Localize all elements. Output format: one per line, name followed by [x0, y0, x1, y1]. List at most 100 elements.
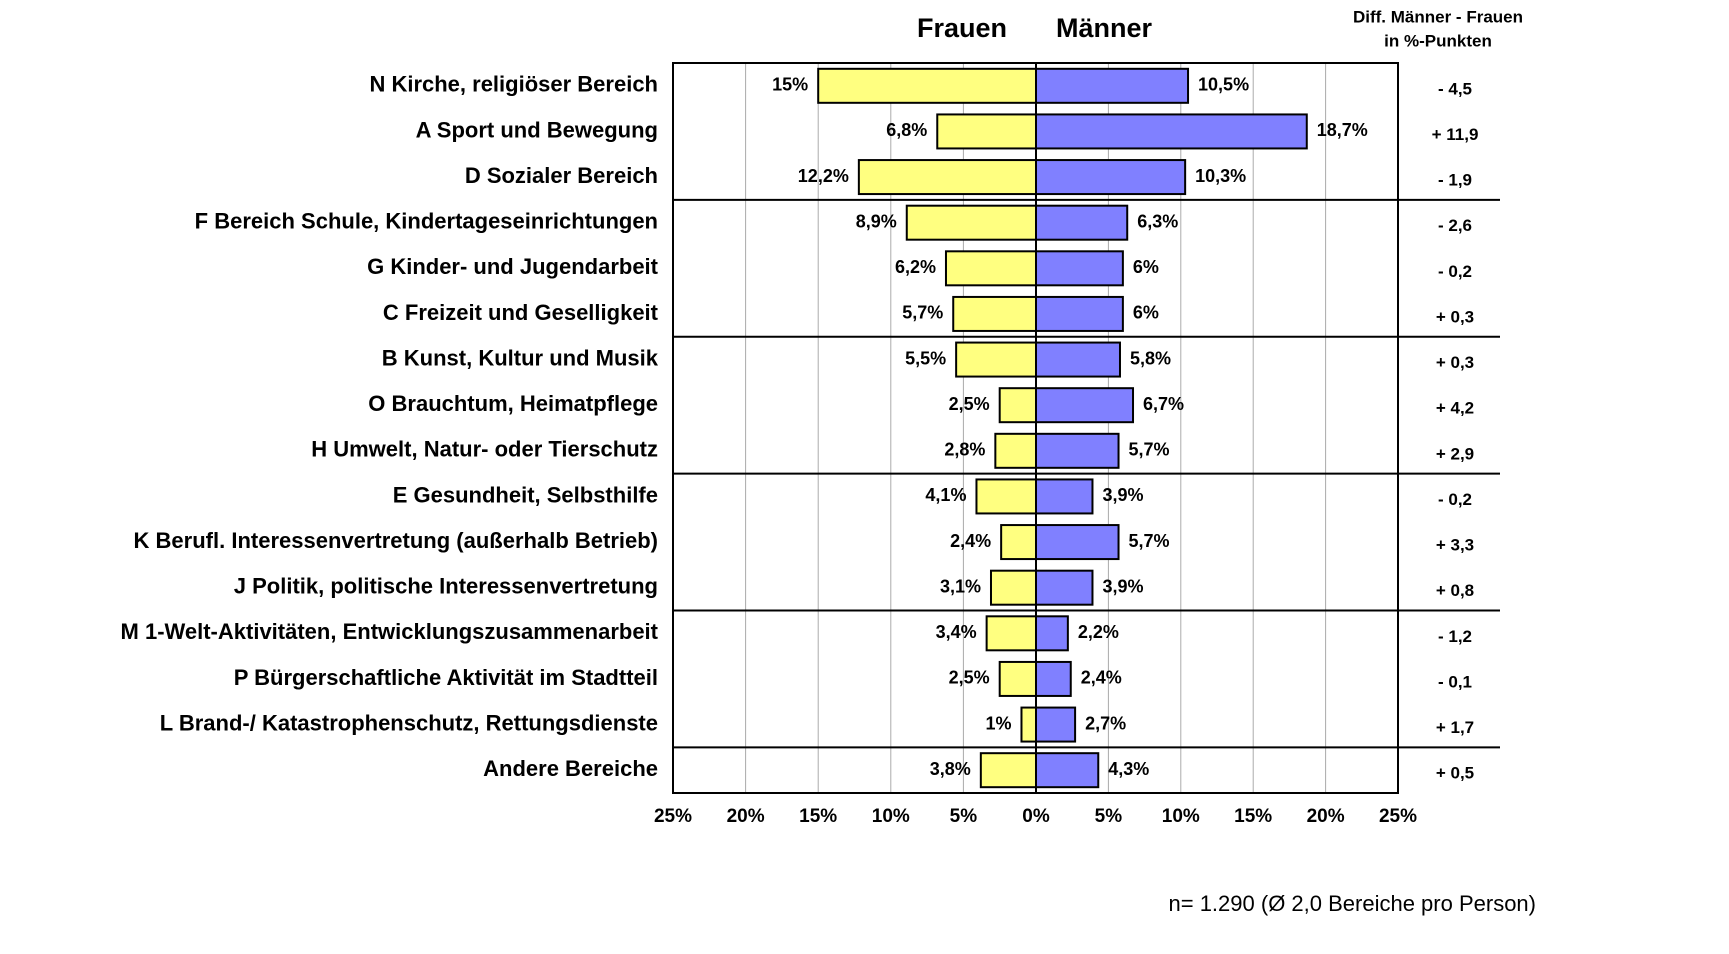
- difference-label: - 1,9: [1438, 171, 1472, 190]
- bar: [994, 432, 1037, 469]
- bar: [1035, 387, 1135, 424]
- data-label: 2,2%: [1078, 622, 1119, 642]
- data-label: 5,7%: [1129, 531, 1170, 551]
- category-label: B Kunst, Kultur und Musik: [382, 345, 659, 370]
- data-label: 2,8%: [944, 440, 985, 460]
- bar: [975, 478, 1038, 515]
- category-label: C Freizeit und Geselligkeit: [383, 300, 659, 325]
- difference-label: + 0,8: [1436, 581, 1474, 600]
- bar: [1035, 295, 1124, 332]
- category-label: Andere Bereiche: [483, 756, 658, 781]
- data-label: 5,5%: [905, 348, 946, 368]
- bar: [1035, 615, 1069, 652]
- x-tick-label: 0%: [1022, 806, 1050, 827]
- diff-header: Diff. Männer - Frauen: [1353, 7, 1523, 26]
- difference-label: - 2,6: [1438, 216, 1472, 235]
- category-label: O Brauchtum, Heimatpflege: [368, 391, 658, 416]
- difference-label: + 4,2: [1436, 399, 1474, 418]
- category-label: J Politik, politische Interessenvertretu…: [234, 574, 658, 599]
- category-label: K Berufl. Interessenvertretung (außerhal…: [134, 528, 658, 553]
- data-label: 3,1%: [940, 576, 981, 596]
- x-tick-label: 15%: [799, 806, 837, 827]
- data-label: 1%: [985, 713, 1011, 733]
- bar: [985, 615, 1038, 652]
- data-label: 6,3%: [1137, 211, 1178, 231]
- data-label: 5,7%: [1129, 440, 1170, 460]
- diff-header: in %-Punkten: [1384, 31, 1492, 50]
- legend-label: Frauen: [917, 13, 1007, 43]
- bar: [998, 387, 1038, 424]
- difference-label: + 3,3: [1436, 536, 1474, 555]
- data-label: 3,4%: [936, 622, 977, 642]
- x-tick-label: 15%: [1234, 806, 1272, 827]
- bar: [1035, 706, 1077, 743]
- bar: [936, 113, 1037, 150]
- bar: [1035, 250, 1124, 287]
- difference-label: + 11,9: [1432, 125, 1479, 144]
- bar: [1035, 752, 1100, 789]
- difference-label: - 0,1: [1438, 672, 1472, 691]
- x-tick-label: 5%: [1095, 806, 1123, 827]
- category-label: M 1-Welt-Aktivitäten, Entwicklungszusamm…: [121, 619, 659, 644]
- x-tick-label: 10%: [872, 806, 910, 827]
- data-label: 4,1%: [925, 485, 966, 505]
- category-label: H Umwelt, Natur- oder Tierschutz: [311, 437, 658, 462]
- bar: [1035, 341, 1121, 378]
- difference-label: + 1,7: [1436, 718, 1474, 737]
- category-label: E Gesundheit, Selbsthilfe: [393, 482, 658, 507]
- note: n= 1.290 (Ø 2,0 Bereiche pro Person): [1169, 891, 1537, 916]
- data-label: 2,5%: [949, 668, 990, 688]
- legend-label: Männer: [1056, 13, 1153, 43]
- x-tick-label: 20%: [1307, 806, 1345, 827]
- data-label: 4,3%: [1108, 759, 1149, 779]
- bar: [1035, 569, 1094, 606]
- bar: [1035, 432, 1120, 469]
- data-label: 12,2%: [798, 166, 849, 186]
- bar: [905, 204, 1037, 241]
- category-label: D Sozialer Bereich: [465, 163, 658, 188]
- difference-label: + 0,3: [1436, 307, 1474, 326]
- data-label: 8,9%: [856, 211, 897, 231]
- data-label: 3,9%: [1102, 576, 1143, 596]
- bar: [857, 159, 1038, 196]
- data-label: 2,5%: [949, 394, 990, 414]
- data-label: 10,3%: [1195, 166, 1246, 186]
- difference-label: - 4,5: [1438, 79, 1472, 98]
- bar: [817, 67, 1038, 104]
- x-tick-label: 10%: [1162, 806, 1200, 827]
- category-label: G Kinder- und Jugendarbeit: [367, 254, 659, 279]
- data-label: 5,7%: [902, 303, 943, 323]
- bar: [952, 295, 1038, 332]
- bar: [979, 752, 1037, 789]
- data-label: 10,5%: [1198, 75, 1249, 95]
- category-label: N Kirche, religiöser Bereich: [369, 72, 658, 97]
- bar: [1035, 524, 1120, 561]
- category-label: A Sport und Bewegung: [416, 117, 658, 142]
- data-label: 6%: [1133, 257, 1159, 277]
- difference-label: + 2,9: [1436, 444, 1474, 463]
- x-tick-label: 5%: [950, 806, 978, 827]
- data-label: 6,8%: [886, 120, 927, 140]
- data-label: 6,7%: [1143, 394, 1184, 414]
- bar: [944, 250, 1038, 287]
- bar: [1035, 660, 1072, 697]
- data-label: 2,4%: [1081, 668, 1122, 688]
- category-label: F Bereich Schule, Kindertageseinrichtung…: [195, 209, 658, 234]
- data-label: 3,9%: [1102, 485, 1143, 505]
- x-tick-label: 25%: [1379, 806, 1417, 827]
- bar: [1000, 524, 1037, 561]
- data-label: 6%: [1133, 303, 1159, 323]
- difference-label: + 0,3: [1436, 353, 1474, 372]
- difference-label: - 1,2: [1438, 627, 1472, 646]
- x-tick-label: 20%: [727, 806, 765, 827]
- category-label: L Brand-/ Katastrophenschutz, Rettungsdi…: [160, 710, 658, 735]
- data-label: 6,2%: [895, 257, 936, 277]
- bar: [1035, 204, 1129, 241]
- data-label: 2,4%: [950, 531, 991, 551]
- data-label: 5,8%: [1130, 348, 1171, 368]
- bar: [1035, 67, 1190, 104]
- bar: [955, 341, 1038, 378]
- data-label: 2,7%: [1085, 713, 1126, 733]
- category-label: P Bürgerschaftliche Aktivität im Stadtte…: [234, 665, 658, 690]
